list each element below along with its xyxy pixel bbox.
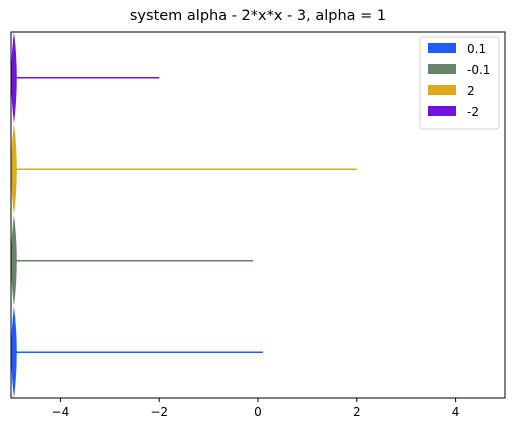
chart-title: system alpha - 2*x*x - 3, alpha = 1 — [130, 8, 386, 24]
legend-label-3: -2 — [467, 105, 479, 119]
x-tick-label-1: −2 — [150, 405, 168, 419]
legend-label-1: -0.1 — [467, 63, 490, 77]
legend-swatch-2 — [428, 85, 456, 95]
legend-swatch-0 — [428, 43, 456, 53]
x-tick-label-4: 4 — [452, 405, 460, 419]
x-axis: −4 −2 0 2 4 — [52, 398, 460, 419]
legend-swatch-1 — [428, 64, 456, 74]
x-tick-label-2: 0 — [254, 405, 262, 419]
plot-area — [11, 32, 357, 398]
x-tick-label-0: −4 — [52, 405, 70, 419]
legend-swatch-3 — [428, 106, 456, 116]
legend-label-2: 2 — [467, 84, 475, 98]
legend: 0.1 -0.1 2 -2 — [419, 36, 500, 130]
legend-label-0: 0.1 — [467, 42, 486, 56]
x-tick-label-3: 2 — [353, 405, 361, 419]
